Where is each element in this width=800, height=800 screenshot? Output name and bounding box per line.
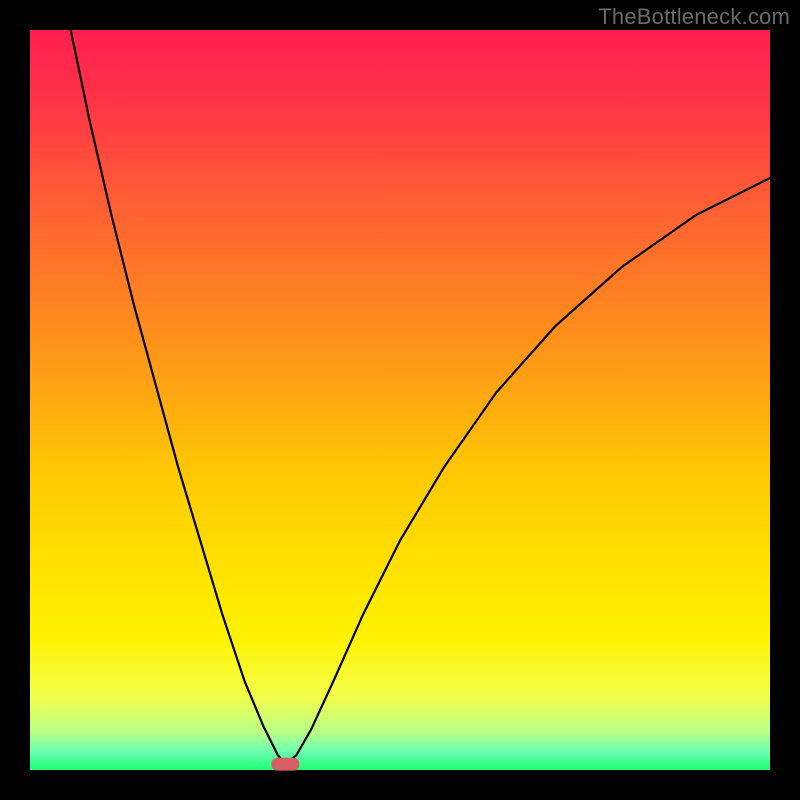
chart-container: TheBottleneck.com (0, 0, 800, 800)
plot-background (30, 30, 770, 770)
bottleneck-chart (0, 0, 800, 800)
watermark-text: TheBottleneck.com (598, 4, 790, 30)
optimal-point-marker (271, 758, 299, 771)
